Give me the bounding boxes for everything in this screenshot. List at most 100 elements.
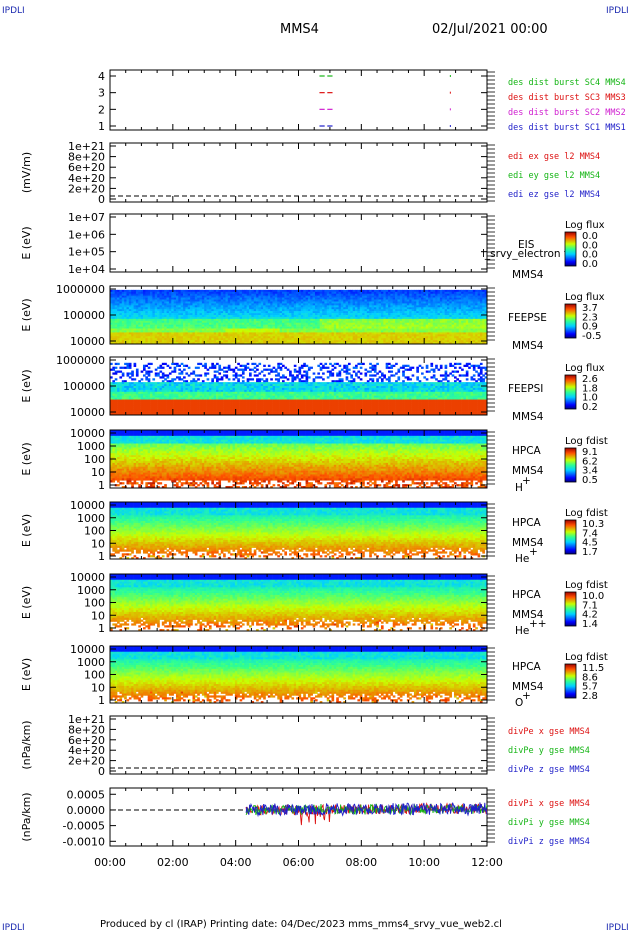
spectrogram-cell [211,334,214,336]
spectrogram-cell [195,332,198,334]
spectrogram-cell [112,327,115,329]
spectrogram-cell [157,301,160,303]
spectrogram-cell [456,317,459,319]
spectrogram-cell [291,313,294,315]
spectrogram-cell [454,330,457,332]
spectrogram-cell [117,311,120,313]
spectrogram-cell [301,300,304,302]
spectrogram-cell [331,290,334,292]
spectrogram-cell [393,323,396,325]
spectrogram-cell [471,294,474,296]
spectrogram-cell [362,301,365,303]
spectrogram-cell [155,334,158,336]
spectrogram-cell [421,301,424,303]
spectrogram-cell [435,334,438,336]
spectrogram-cell [176,301,179,303]
spectrogram-cell [174,319,177,321]
spectrogram-cell [343,301,346,303]
spectrogram-cell [327,336,330,338]
spectrogram-cell [247,336,250,338]
spectrogram-cell [299,317,302,319]
spectrogram-cell [152,323,155,325]
spectrogram-cell [197,311,200,313]
spectrogram-cell [303,325,306,327]
spectrogram-cell [122,294,125,296]
spectrogram-cell [430,301,433,303]
spectrogram-cell [197,307,200,309]
spectrogram-cell [452,307,455,309]
spectrogram-cell [122,407,125,409]
spectrogram-cell [471,305,474,307]
spectrogram-cell [308,292,311,294]
spectrogram-cell [374,325,377,327]
spectrogram-cell [216,319,219,321]
spectrogram-cell [162,325,165,327]
spectrogram-cell [209,311,212,313]
spectrogram-cell [466,327,469,329]
spectrogram-cell [482,329,485,331]
spectrogram-cell [159,309,162,311]
spectrogram-cell [402,329,405,331]
spectrogram-cell [327,327,330,329]
spectrogram-cell [134,321,137,323]
spectrogram-cell [136,290,139,292]
spectrogram-cell [233,317,236,319]
spectrogram-cell [445,292,448,294]
spectrogram-cell [353,296,356,298]
spectrogram-cell [273,305,276,307]
spectrogram-cell [159,327,162,329]
spectrogram-cell [313,329,316,331]
spectrogram-cell [291,332,294,334]
spectrogram-cell [204,311,207,313]
spectrogram-cell [237,313,240,315]
spectrogram-cell [310,317,313,319]
spectrogram-cell [181,301,184,303]
spectrogram-cell [124,394,127,396]
spectrogram-cell [152,300,155,302]
spectrogram-cell [362,340,365,342]
spectrogram-cell [167,315,170,317]
spectrogram-cell [124,386,127,388]
spectrogram-cell [119,384,122,386]
spectrogram-cell [459,292,462,294]
spectrogram-cell [369,321,372,323]
spectrogram-cell [459,298,462,300]
spectrogram-cell [438,319,441,321]
spectrogram-cell [268,330,271,332]
spectrogram-cell [214,340,217,342]
spectrogram-cell [445,327,448,329]
spectrogram-cell [466,290,469,292]
spectrogram-cell [211,307,214,309]
spectrogram-cell [155,294,158,296]
spectrogram-cell [362,334,365,336]
spectrogram-cell [150,336,153,338]
spectrogram-cell [209,323,212,325]
spectrogram-cell [331,321,334,323]
spectrogram-cell [447,290,450,292]
spectrogram-cell [430,319,433,321]
spectrogram-cell [379,327,382,329]
spectrogram-cell [152,319,155,321]
spectrogram-cell [430,323,433,325]
spectrogram-cell [251,300,254,302]
spectrogram-cell [277,309,280,311]
spectrogram-cell [299,301,302,303]
spectrogram-cell [400,340,403,342]
spectrogram-cell [129,334,132,336]
spectrogram-cell [461,330,464,332]
spectrogram-cell [159,307,162,309]
spectrogram-cell [416,336,419,338]
spectrogram-cell [334,329,337,331]
spectrogram-cell [317,303,320,305]
spectrogram-cell [240,311,243,313]
spectrogram-cell [188,292,191,294]
spectrogram-cell [426,336,429,338]
spectrogram-cell [200,311,203,313]
spectrogram-cell [324,336,327,338]
spectrogram-cell [275,290,278,292]
spectrogram-cell [145,338,148,340]
spectrogram-cell [152,325,155,327]
spectrogram-cell [176,325,179,327]
spectrogram-cell [247,340,250,342]
spectrogram-cell [296,294,299,296]
